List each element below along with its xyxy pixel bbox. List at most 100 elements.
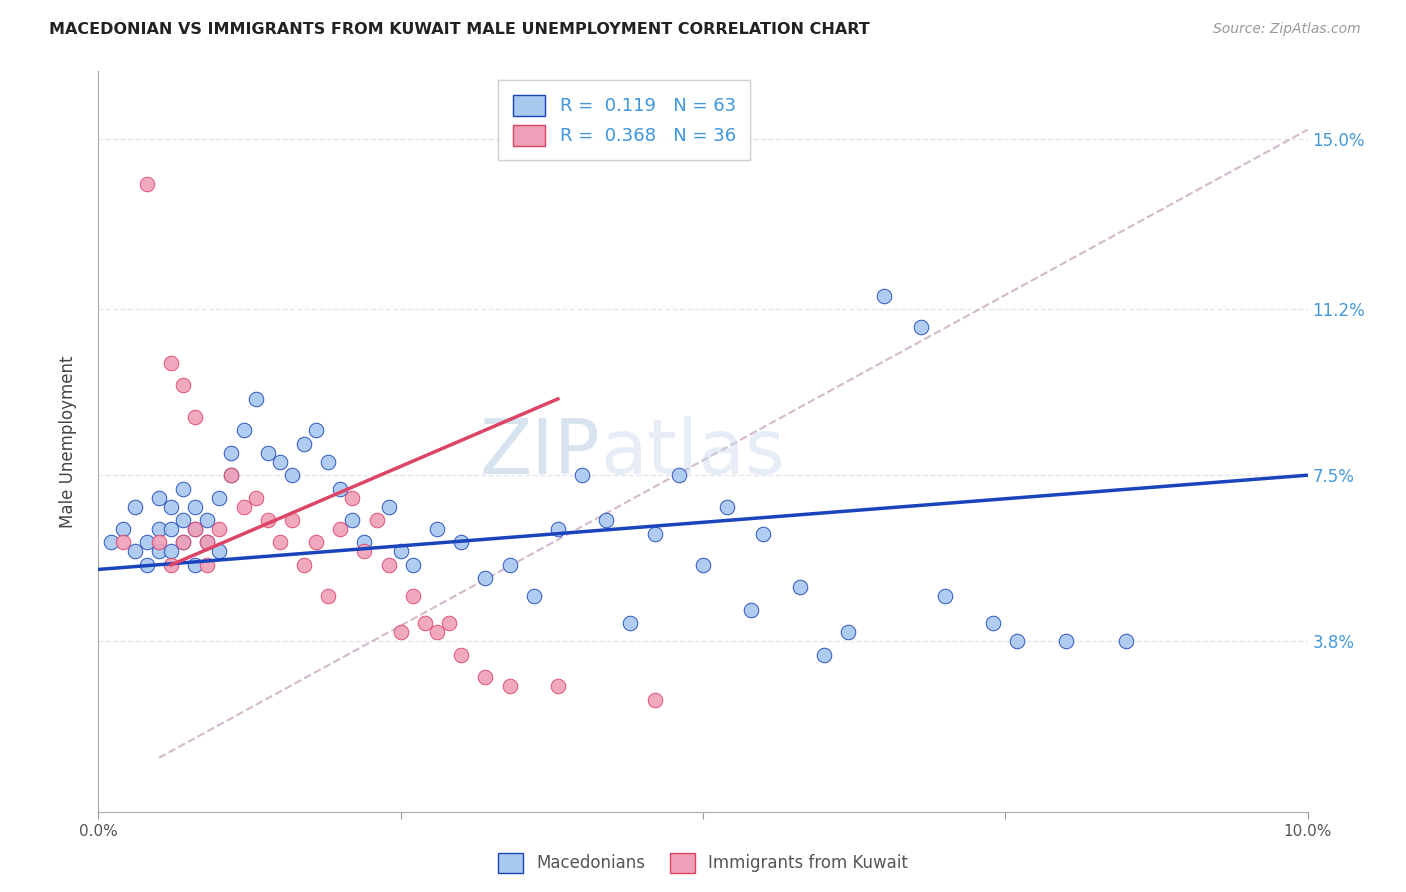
Point (353, 544, 375, 558)
Point (402, 590, 425, 604)
Point (221, 468, 243, 483)
Point (716, 500, 738, 514)
Point (837, 625, 859, 640)
Point (195, 513, 218, 527)
Point (172, 535, 194, 549)
Point (1115, 634, 1137, 648)
Point (160, 500, 183, 514)
Point (316, 455, 339, 469)
Point (124, 500, 146, 514)
Point (148, 544, 170, 558)
Point (426, 522, 449, 536)
Point (221, 468, 243, 483)
Point (342, 491, 364, 505)
Point (789, 580, 811, 594)
Point (172, 513, 194, 527)
Point (752, 526, 775, 541)
Point (184, 500, 207, 514)
Point (740, 603, 762, 617)
Point (184, 558, 207, 572)
Point (148, 491, 170, 505)
Point (269, 535, 291, 549)
Point (195, 535, 218, 549)
Legend: Macedonians, Immigrants from Kuwait: Macedonians, Immigrants from Kuwait (491, 847, 915, 880)
Point (692, 558, 714, 572)
Text: MACEDONIAN VS IMMIGRANTS FROM KUWAIT MALE UNEMPLOYMENT CORRELATION CHART: MACEDONIAN VS IMMIGRANTS FROM KUWAIT MAL… (49, 22, 870, 37)
Point (1007, 634, 1029, 648)
Point (184, 522, 207, 536)
Y-axis label: Male Unemployment: Male Unemployment (59, 355, 77, 528)
Point (292, 437, 315, 451)
Point (934, 590, 956, 604)
Point (160, 356, 183, 370)
Point (389, 544, 412, 558)
Point (111, 522, 134, 536)
Point (305, 423, 328, 437)
Point (450, 648, 472, 662)
Point (813, 648, 835, 662)
Point (305, 535, 328, 549)
Point (135, 535, 157, 549)
Point (195, 535, 218, 549)
Point (256, 513, 278, 527)
Point (644, 526, 666, 541)
Point (100, 535, 122, 549)
Text: atlas: atlas (600, 416, 785, 490)
Point (232, 500, 254, 514)
Point (873, 289, 896, 303)
Point (342, 513, 364, 527)
Point (619, 616, 641, 631)
Point (668, 468, 690, 483)
Point (245, 392, 267, 406)
Point (184, 522, 207, 536)
Point (111, 535, 134, 549)
Point (353, 535, 375, 549)
Point (437, 616, 460, 631)
Point (172, 378, 194, 392)
Point (172, 482, 194, 496)
Point (377, 558, 399, 572)
Point (571, 468, 593, 483)
Point (195, 558, 218, 572)
Point (148, 535, 170, 549)
Point (160, 558, 183, 572)
Point (644, 692, 666, 706)
Point (208, 544, 231, 558)
Text: ZIP: ZIP (479, 416, 600, 490)
Point (523, 590, 546, 604)
Point (232, 423, 254, 437)
Point (329, 522, 352, 536)
Point (160, 522, 183, 536)
Point (172, 535, 194, 549)
Point (547, 679, 569, 693)
Point (910, 320, 932, 334)
Legend: R =  0.119   N = 63, R =  0.368   N = 36: R = 0.119 N = 63, R = 0.368 N = 36 (498, 80, 751, 160)
Point (366, 513, 388, 527)
Point (498, 558, 520, 572)
Point (474, 670, 496, 684)
Point (498, 679, 520, 693)
Point (389, 625, 412, 640)
Point (160, 544, 183, 558)
Point (450, 535, 472, 549)
Point (281, 468, 304, 483)
Point (245, 491, 267, 505)
Point (329, 482, 352, 496)
Point (135, 177, 157, 191)
Point (413, 616, 436, 631)
Text: Source: ZipAtlas.com: Source: ZipAtlas.com (1213, 22, 1361, 37)
Point (474, 571, 496, 585)
Point (148, 522, 170, 536)
Point (426, 625, 449, 640)
Point (377, 500, 399, 514)
Point (208, 522, 231, 536)
Point (981, 616, 1004, 631)
Point (402, 558, 425, 572)
Point (547, 522, 569, 536)
Point (208, 491, 231, 505)
Point (135, 558, 157, 572)
Point (256, 446, 278, 460)
Point (221, 446, 243, 460)
Point (281, 513, 304, 527)
Point (595, 513, 617, 527)
